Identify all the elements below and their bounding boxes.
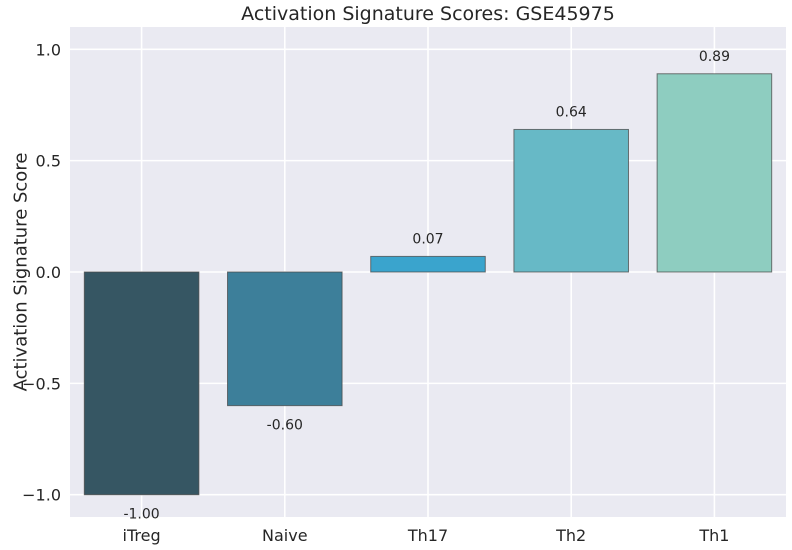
y-tick-label: 0.0	[36, 263, 61, 282]
data-label-th17: 0.07	[412, 231, 443, 247]
y-tick-label: 0.5	[36, 152, 61, 171]
y-tick-label: −0.5	[22, 374, 61, 393]
bar-th2	[513, 128, 629, 273]
x-tick-label: Naive	[262, 526, 308, 545]
bar-naive	[227, 271, 343, 407]
data-label-naive: -0.60	[267, 418, 303, 434]
y-tick-label: −1.0	[22, 486, 61, 505]
y-axis-title: Activation Signature Score	[10, 153, 31, 392]
data-labels: -1.00 -0.60 0.07 0.64 0.89	[123, 49, 730, 523]
y-axis-ticks: −1.0 −0.5 0.0 0.5 1.0	[22, 40, 61, 504]
x-tick-label: Th2	[555, 526, 586, 545]
data-label-th2: 0.64	[556, 104, 587, 120]
bar-th17	[370, 255, 486, 273]
chart-title: Activation Signature Scores: GSE45975	[241, 3, 615, 25]
x-tick-label: iTreg	[123, 526, 161, 545]
data-label-th1: 0.89	[699, 49, 730, 65]
y-tick-label: 1.0	[36, 40, 61, 59]
bar-itreg	[83, 271, 200, 496]
data-label-itreg: -1.00	[123, 507, 159, 523]
x-axis-ticks: iTreg Naive Th17 Th2 Th1	[123, 526, 730, 545]
bars	[83, 73, 773, 496]
x-tick-label: Th1	[698, 526, 729, 545]
x-tick-label: Th17	[407, 526, 448, 545]
bar-th1	[656, 73, 773, 273]
